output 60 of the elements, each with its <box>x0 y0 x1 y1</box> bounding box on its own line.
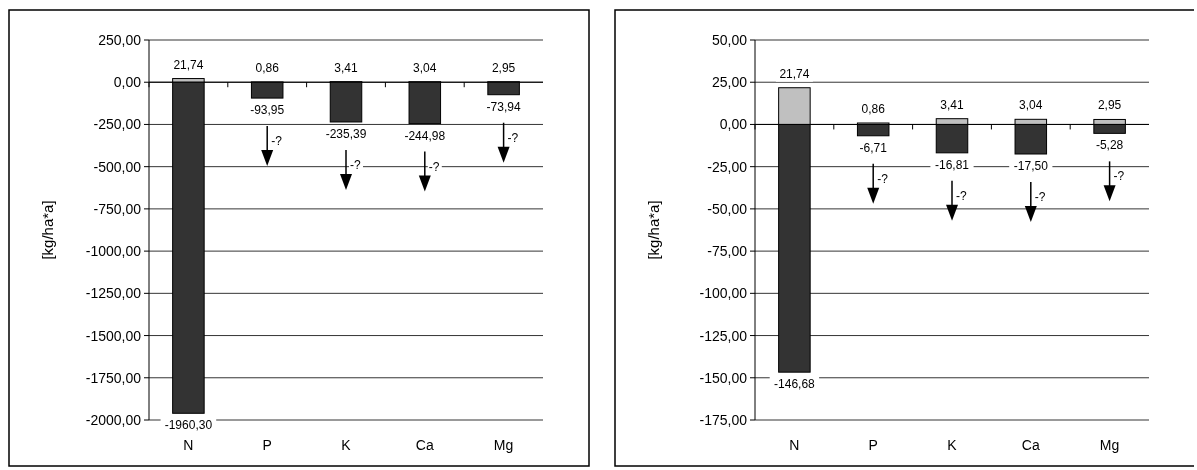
annotation: -? <box>428 159 440 174</box>
data-label: 3,41 <box>940 97 964 112</box>
x-tick-label: K <box>341 437 352 453</box>
data-label: -244,98 <box>404 128 446 143</box>
data-label: 21,74 <box>779 66 810 81</box>
y-tick-label: 0,00 <box>719 116 748 133</box>
x-tick-label: N <box>183 437 194 453</box>
data-label: -5,28 <box>1095 138 1124 153</box>
data-label: -6,71 <box>859 140 888 155</box>
annotation: -? <box>877 171 889 186</box>
data-label: -93,95 <box>250 103 285 118</box>
data-label: 21,74 <box>173 57 204 72</box>
annotation: -? <box>271 134 283 149</box>
annotation: -? <box>350 157 361 172</box>
x-tick-label: P <box>868 437 878 453</box>
data-label: 3,04 <box>1019 98 1043 113</box>
data-label: 0,86 <box>255 61 280 76</box>
data-label: -73,94 <box>486 99 521 114</box>
y-tick-label: -500,00 <box>93 158 142 175</box>
x-tick-label: Mg <box>493 437 514 453</box>
y-tick-label: -150,00 <box>699 369 748 386</box>
x-tick-label: K <box>947 437 958 453</box>
y-tick-label: -1750,00 <box>85 369 142 386</box>
data-label: -146,68 <box>774 377 816 392</box>
y-tick-label: -75,00 <box>707 243 748 260</box>
data-label: -1960,30 <box>164 418 213 433</box>
y-tick-label: -125,00 <box>699 327 748 344</box>
y-tick-label: -50,00 <box>707 200 748 217</box>
y-tick-label: -1250,00 <box>85 285 142 302</box>
y-tick-label: 25,00 <box>711 74 748 91</box>
x-tick-label: Ca <box>415 437 434 453</box>
annotation: -? <box>956 188 967 203</box>
y-tick-label: -25,00 <box>707 158 748 175</box>
y-tick-label: 50,00 <box>711 32 748 48</box>
annotation: -? <box>1034 190 1046 204</box>
x-tick-label: Ca <box>1021 437 1040 453</box>
data-label: 3,41 <box>334 60 358 75</box>
x-tick-label: Mg <box>1099 437 1120 453</box>
y-tick-label: -1500,00 <box>85 327 142 344</box>
y-tick-label: -750,00 <box>93 200 142 217</box>
y-tick-label: -2000,00 <box>85 412 142 428</box>
data-label: -17,50 <box>1013 159 1049 173</box>
y-axis-title: [kg/ha*a] <box>39 200 56 260</box>
y-tick-label: 0,00 <box>113 74 142 91</box>
data-label: -235,39 <box>325 126 367 141</box>
data-label: 0,86 <box>861 101 886 116</box>
y-tick-label: -250,00 <box>93 116 142 133</box>
data-label: -16,81 <box>934 157 970 172</box>
y-tick-label: -1000,00 <box>85 243 142 260</box>
data-label: 2,95 <box>491 60 516 75</box>
y-tick-label: -175,00 <box>699 412 748 428</box>
y-tick-label: -100,00 <box>699 285 748 302</box>
annotation: -? <box>507 130 519 145</box>
x-tick-label: N <box>789 437 800 453</box>
x-tick-label: P <box>262 437 272 453</box>
data-label: 2,95 <box>1097 98 1122 113</box>
y-axis-title: [kg/ha*a] <box>645 200 662 260</box>
y-tick-label: 250,00 <box>98 32 142 48</box>
annotation: -? <box>1113 169 1125 184</box>
data-label: 3,04 <box>413 60 437 75</box>
